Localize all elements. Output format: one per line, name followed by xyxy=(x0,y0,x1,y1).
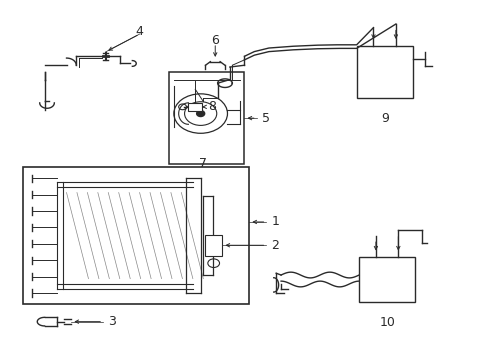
Text: 7: 7 xyxy=(199,157,206,170)
Text: 3: 3 xyxy=(108,315,116,328)
Bar xyxy=(356,45,412,98)
Circle shape xyxy=(196,111,204,117)
Bar xyxy=(358,257,414,302)
Text: 6: 6 xyxy=(211,33,219,47)
Bar xyxy=(22,167,249,304)
Bar xyxy=(188,103,202,111)
Text: 5: 5 xyxy=(261,112,269,125)
Bar xyxy=(205,234,222,256)
Text: 9: 9 xyxy=(380,112,388,125)
Text: 10: 10 xyxy=(378,316,394,329)
Text: 8: 8 xyxy=(207,100,216,113)
Bar xyxy=(168,72,244,164)
Text: 1: 1 xyxy=(271,215,279,229)
Text: 4: 4 xyxy=(136,25,143,38)
Text: 2: 2 xyxy=(271,239,279,252)
